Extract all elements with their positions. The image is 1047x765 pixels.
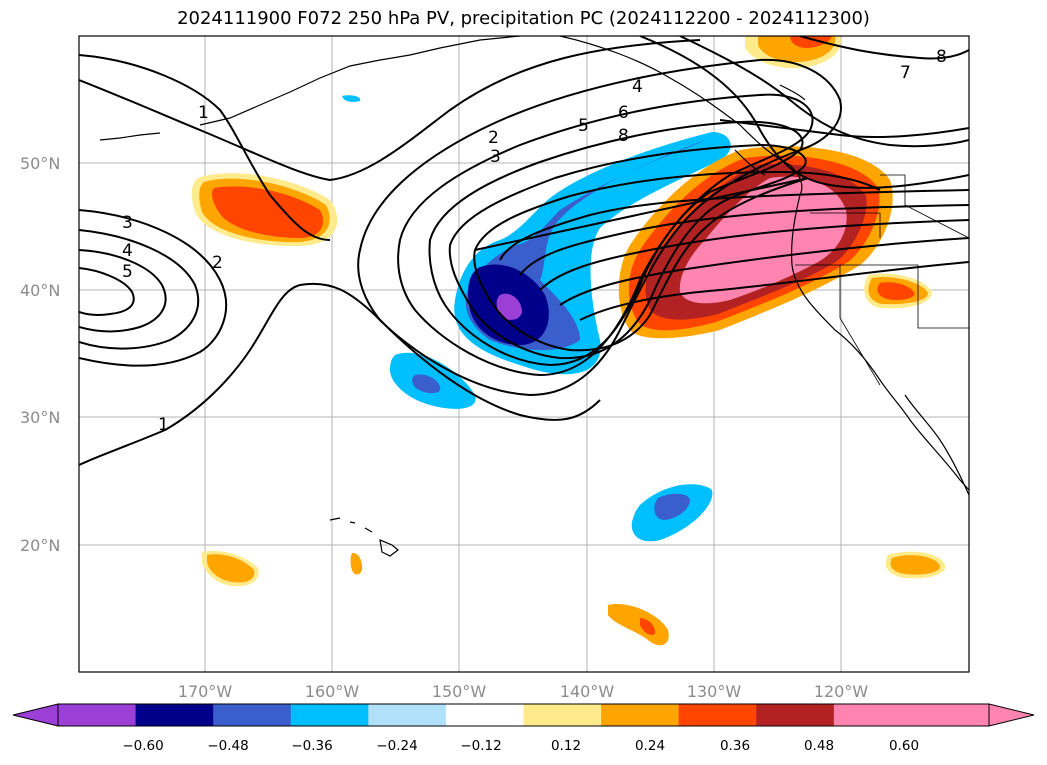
contour-label: 3 <box>122 213 133 233</box>
contour-label: 8 <box>936 47 947 67</box>
colorbar-tick: −0.48 <box>207 738 248 754</box>
precip-negative-small <box>390 352 476 409</box>
colorbar-swatch <box>523 704 602 726</box>
longitude-labels: 170°W 160°W 150°W 140°W 130°W 120°W <box>178 682 869 701</box>
colorbar-tick: 0.12 <box>551 738 581 754</box>
contour-label: 4 <box>632 77 643 97</box>
contour-label: 1 <box>158 415 169 435</box>
contour-label: 7 <box>900 63 911 83</box>
colorbar-swatch <box>445 704 524 726</box>
colorbar: −0.60 −0.48 −0.36 −0.24 −0.12 0.12 0.24 … <box>12 703 1035 754</box>
contour-label: 5 <box>122 262 133 282</box>
colorbar-tick: 0.36 <box>720 738 750 754</box>
latitude-labels: 50°N 40°N 30°N 20°N <box>20 154 60 555</box>
lat-label: 50°N <box>20 154 60 173</box>
map-frame <box>78 35 970 673</box>
contour-label: 5 <box>578 116 589 136</box>
contour-label: 4 <box>122 241 133 261</box>
lat-label: 20°N <box>20 536 60 555</box>
map-title: 2024111900 F072 250 hPa PV, precipitatio… <box>177 8 870 29</box>
contour-label: 8 <box>618 126 629 146</box>
contour-label: 6 <box>618 103 629 123</box>
contour-labels: 1 2 3 4 5 1 2 3 5 6 8 4 7 8 <box>122 47 947 435</box>
colorbar-tick-labels: −0.60 −0.48 −0.36 −0.24 −0.12 0.12 0.24 … <box>122 738 919 754</box>
contour-label: 3 <box>490 147 501 167</box>
lat-label: 40°N <box>20 281 60 300</box>
colorbar-tick: −0.12 <box>460 738 501 754</box>
colorbar-swatch <box>756 704 835 726</box>
contour-label: 1 <box>198 103 209 123</box>
colorbar-swatch <box>368 704 447 726</box>
colorbar-extend-low <box>12 703 59 727</box>
colorbar-swatch <box>911 704 990 726</box>
pv-contours <box>79 36 969 466</box>
colorbar-swatch <box>290 704 369 726</box>
colorbar-swatch <box>213 704 292 726</box>
colorbar-frame <box>57 703 990 727</box>
colorbar-swatch <box>601 704 680 726</box>
colorbar-swatch <box>58 704 137 726</box>
precip-negative-south <box>631 484 713 542</box>
lon-label: 140°W <box>560 682 615 701</box>
contour-label: 2 <box>488 128 499 148</box>
colorbar-swatch <box>833 704 912 726</box>
precip-positive-small <box>202 36 946 646</box>
lat-label: 30°N <box>20 408 60 427</box>
lon-label: 120°W <box>814 682 869 701</box>
lon-label: 150°W <box>432 682 487 701</box>
precip-negative-region <box>454 132 731 375</box>
colorbar-tick: −0.60 <box>122 738 163 754</box>
colorbar-swatch <box>135 704 214 726</box>
colorbar-tick: −0.36 <box>291 738 332 754</box>
colorbar-extend-high <box>988 703 1035 727</box>
colorbar-tick: 0.60 <box>889 738 919 754</box>
colorbar-tick: −0.24 <box>376 738 417 754</box>
colorbar-tick: 0.48 <box>804 738 834 754</box>
colorbar-swatch <box>678 704 757 726</box>
lon-label: 160°W <box>305 682 360 701</box>
lon-label: 170°W <box>178 682 233 701</box>
lon-label: 130°W <box>687 682 742 701</box>
contour-label: 2 <box>212 253 223 273</box>
colorbar-tick: 0.24 <box>635 738 665 754</box>
